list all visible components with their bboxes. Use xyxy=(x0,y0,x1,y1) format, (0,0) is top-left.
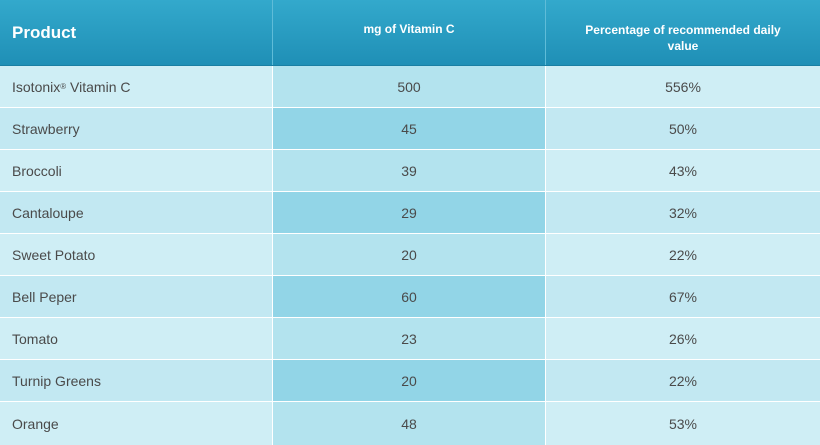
table-header: Product mg of Vitamin C Percentage of re… xyxy=(0,0,820,66)
table-row: Tomato 23 26% xyxy=(0,318,820,360)
pct-cell: 22% xyxy=(546,234,820,275)
mg-cell: 48 xyxy=(273,402,546,445)
mg-cell: 500 xyxy=(273,66,546,107)
table-row: Bell Peper 60 67% xyxy=(0,276,820,318)
table-row: Orange 48 53% xyxy=(0,402,820,445)
table-row: Strawberry 45 50% xyxy=(0,108,820,150)
header-percentage-daily-value: Percentage of recommended daily value xyxy=(546,0,820,65)
pct-cell: 32% xyxy=(546,192,820,233)
table-row: Turnip Greens 20 22% xyxy=(0,360,820,402)
product-cell: Isotonix ® Vitamin C xyxy=(0,66,273,107)
table-row: Isotonix ® Vitamin C 500 556% xyxy=(0,66,820,108)
pct-cell: 67% xyxy=(546,276,820,317)
product-cell: Broccoli xyxy=(0,150,273,191)
header-percentage-label: Percentage of recommended daily value xyxy=(585,23,781,53)
header-mg-vitamin-c: mg of Vitamin C xyxy=(273,0,546,65)
product-cell: Cantaloupe xyxy=(0,192,273,233)
product-cell: Orange xyxy=(0,402,273,445)
product-cell: Turnip Greens xyxy=(0,360,273,401)
pct-cell: 22% xyxy=(546,360,820,401)
product-cell: Bell Peper xyxy=(0,276,273,317)
pct-cell: 556% xyxy=(546,66,820,107)
mg-cell: 39 xyxy=(273,150,546,191)
mg-cell: 23 xyxy=(273,318,546,359)
mg-cell: 60 xyxy=(273,276,546,317)
product-name-suffix: Vitamin C xyxy=(66,78,131,95)
product-cell: Sweet Potato xyxy=(0,234,273,275)
product-cell: Strawberry xyxy=(0,108,273,149)
header-product: Product xyxy=(0,0,273,65)
pct-cell: 43% xyxy=(546,150,820,191)
product-cell: Tomato xyxy=(0,318,273,359)
product-name: Isotonix xyxy=(12,78,61,95)
mg-cell: 20 xyxy=(273,360,546,401)
table-row: Broccoli 39 43% xyxy=(0,150,820,192)
pct-cell: 53% xyxy=(546,402,820,445)
mg-cell: 29 xyxy=(273,192,546,233)
mg-cell: 20 xyxy=(273,234,546,275)
table-row: Cantaloupe 29 32% xyxy=(0,192,820,234)
pct-cell: 26% xyxy=(546,318,820,359)
mg-cell: 45 xyxy=(273,108,546,149)
pct-cell: 50% xyxy=(546,108,820,149)
table-row: Sweet Potato 20 22% xyxy=(0,234,820,276)
